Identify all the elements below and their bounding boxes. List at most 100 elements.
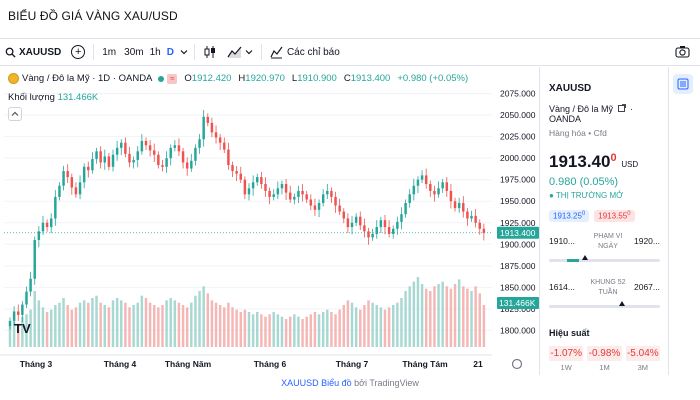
candle-body (87, 166, 90, 171)
day-range-marker (581, 254, 588, 260)
volume-bar (132, 305, 135, 347)
candle-body (334, 196, 337, 206)
y-tick-label: 2025.000 (500, 132, 536, 142)
volume-bar (268, 314, 271, 347)
volume-bar (120, 300, 123, 347)
volume-bar (251, 314, 255, 347)
candle-body (433, 190, 436, 195)
volume-bar (74, 307, 78, 347)
ask-price: 1913.550 (594, 210, 635, 222)
volume-bar (272, 312, 275, 347)
volume-bar (210, 300, 214, 347)
volume-bar (350, 302, 354, 347)
volume-bar (25, 314, 28, 347)
candle-body (272, 194, 275, 197)
volume-bar (8, 326, 12, 347)
symbol-search[interactable]: XAUUSD (0, 39, 66, 65)
price-chart[interactable]: 1800.0001825.0001850.0001875.0001900.000… (0, 67, 540, 375)
candle-body (338, 205, 341, 212)
candle-body (148, 145, 152, 151)
volume-bar (202, 286, 205, 347)
footer-by: bởi TradingView (354, 378, 419, 388)
volume-bar (330, 312, 333, 347)
candle-body (173, 145, 177, 148)
volume-bar (260, 314, 263, 347)
performance-row: -1.07% 1W -0.98% 1M -5.04% 3M (549, 345, 660, 372)
perf-1w[interactable]: -1.07% 1W (549, 345, 584, 372)
footer: XAUUSD Biểu đồ bởi TradingView (0, 378, 700, 388)
volume-bar (470, 291, 473, 347)
volume-bar (115, 298, 119, 347)
candle-body (391, 228, 395, 234)
candle-body (136, 151, 139, 160)
volume-bar (157, 307, 160, 347)
chart-type-button[interactable] (222, 39, 258, 65)
candle-body (309, 199, 313, 206)
volume-bar (181, 305, 185, 347)
snapshot-button[interactable] (675, 45, 690, 61)
candle-body (144, 140, 148, 146)
candle-body (251, 182, 255, 189)
interval-d[interactable]: D (166, 46, 174, 58)
candle-body (12, 311, 16, 321)
year-range: 1614... KHUNG 52 TUẦN 2067... (549, 278, 660, 314)
candle-body (379, 220, 383, 228)
candle-body (161, 165, 164, 167)
divider (193, 44, 195, 60)
candle-body (54, 196, 57, 219)
perf-1m[interactable]: -0.98% 1M (587, 345, 622, 372)
interval-1m[interactable]: 1m (102, 46, 117, 58)
volume-bar (58, 302, 61, 347)
footer-link[interactable]: XAUUSD Biểu đồ (281, 378, 352, 388)
last-volume-label: 131.466K (499, 298, 536, 308)
candle-body (74, 187, 78, 195)
candle-body (371, 233, 374, 238)
volume-bar (301, 319, 304, 347)
eye-toggle-icon[interactable]: ≈ (167, 73, 178, 84)
legend-low: L1910.900 (291, 73, 337, 84)
details-panel-button[interactable] (673, 74, 693, 94)
perf-3m[interactable]: -5.04% 3M (625, 345, 660, 372)
interval-dropdown[interactable] (177, 39, 191, 65)
volume-bar (412, 281, 416, 347)
volume-bar (264, 316, 267, 347)
candle-body (132, 159, 135, 163)
candle-body (95, 151, 98, 160)
candle-body (470, 215, 473, 219)
collapse-legend-button[interactable] (8, 107, 22, 121)
indicators-button[interactable]: Các chỉ báo (265, 39, 345, 65)
volume-bar (321, 312, 325, 347)
candle-body (424, 175, 428, 185)
candle-body (474, 215, 477, 223)
volume-bar (45, 312, 49, 347)
chart-area[interactable]: 1800.0001825.0001850.0001875.0001900.000… (0, 67, 540, 375)
candle-body (354, 216, 358, 223)
external-link-icon[interactable] (617, 104, 626, 112)
volume-bar (457, 279, 461, 347)
volume-bar (223, 307, 226, 347)
x-tick-label: Tháng Năm (165, 359, 212, 369)
volume-bar (338, 309, 341, 347)
volume-bar (243, 309, 247, 347)
candle-body (231, 165, 234, 172)
interval-30m[interactable]: 30m (124, 46, 144, 58)
volume-bar (462, 286, 465, 347)
bar-style-button[interactable] (198, 39, 222, 65)
candle-body (346, 218, 350, 228)
volume-bar (288, 316, 292, 347)
candle-body (181, 151, 185, 163)
candle-body (326, 190, 329, 195)
candle-body (66, 171, 69, 178)
volume-bar (354, 307, 358, 347)
chevron-up-icon (11, 111, 19, 116)
candle-body (223, 142, 226, 150)
y-tick-label: 1900.000 (500, 239, 536, 249)
interval-1h[interactable]: 1h (149, 46, 161, 58)
compare-button[interactable]: + (66, 39, 90, 65)
x-tick-label: Tháng Tám (402, 359, 448, 369)
candle-body (404, 202, 407, 215)
x-tick-label: 21 (473, 359, 483, 369)
volume-bar (474, 286, 477, 347)
volume-bar (375, 305, 378, 347)
volume-bar (346, 300, 350, 347)
